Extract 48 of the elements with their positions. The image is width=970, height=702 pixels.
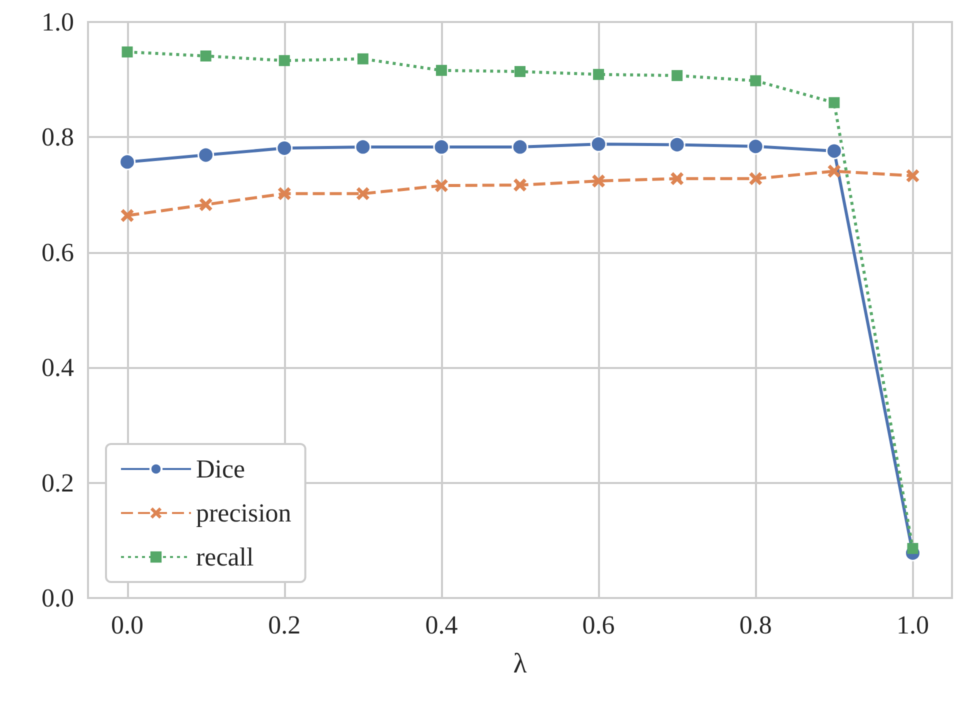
point xyxy=(747,138,764,155)
point xyxy=(278,55,290,66)
point xyxy=(828,97,840,108)
point xyxy=(436,64,447,76)
y-tick-label: 1.0 xyxy=(42,8,74,36)
point xyxy=(514,178,526,192)
y-tick-label: 0.8 xyxy=(42,122,74,152)
point xyxy=(590,136,607,152)
point xyxy=(826,142,842,160)
legend-label: recall xyxy=(196,542,254,572)
point xyxy=(356,187,370,200)
point xyxy=(120,209,134,222)
point xyxy=(749,172,762,186)
point xyxy=(357,53,368,64)
y-tick-label: 0.2 xyxy=(42,468,74,498)
point xyxy=(592,174,606,188)
point xyxy=(828,164,841,178)
legend-label: precision xyxy=(196,498,292,528)
x-tick-label: 0.6 xyxy=(582,610,615,640)
x-tick-label: 0.0 xyxy=(111,610,144,640)
point xyxy=(593,68,604,80)
legend-label: Dice xyxy=(196,454,246,484)
point xyxy=(512,138,528,156)
point xyxy=(199,198,212,212)
point xyxy=(668,136,686,153)
point xyxy=(750,75,762,86)
point xyxy=(434,179,448,192)
x-tick-label: 1.0 xyxy=(896,610,929,640)
x-tick-label: 0.4 xyxy=(425,610,458,640)
point xyxy=(354,138,372,156)
y-tick-label: 0.4 xyxy=(42,353,74,382)
x-tick-label: 0.8 xyxy=(739,610,772,640)
point xyxy=(198,146,214,164)
x-tick-label: 0.2 xyxy=(268,610,301,640)
point xyxy=(200,50,212,62)
x-axis-title: λ xyxy=(513,648,528,680)
point xyxy=(278,187,291,200)
point xyxy=(907,542,918,554)
point xyxy=(670,172,684,186)
point xyxy=(906,169,920,182)
point xyxy=(276,140,293,156)
point xyxy=(119,154,136,170)
y-tick-label: 0.0 xyxy=(42,584,74,612)
point xyxy=(514,66,526,78)
point xyxy=(433,138,450,156)
point xyxy=(122,46,133,58)
y-tick-label: 0.6 xyxy=(42,238,74,267)
point xyxy=(672,70,683,82)
